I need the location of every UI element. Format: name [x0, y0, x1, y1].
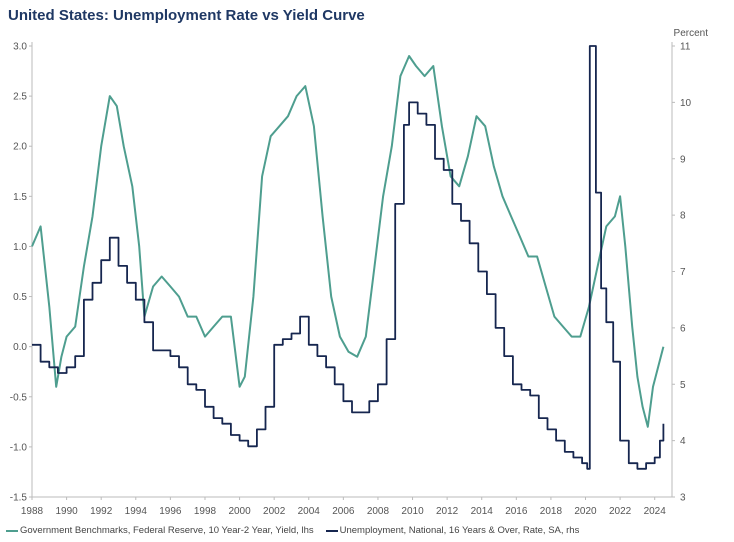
x-tick-label: 2016: [505, 506, 528, 517]
x-tick-label: 2022: [609, 506, 632, 517]
legend: Government Benchmarks, Federal Reserve, …: [6, 525, 579, 536]
right-tick-label: 11: [680, 42, 691, 53]
left-tick-label: 2.0: [13, 142, 27, 153]
x-tick-label: 2008: [367, 506, 390, 517]
right-tick-label: 4: [680, 436, 686, 447]
tick-labels-layer: 3.0 2.5 2.0 1.5 1.0 0.5 0.0 -0.5 -1.0 -1.5 11 10 9 8 7…: [10, 42, 692, 518]
x-tick-label: 2014: [471, 506, 494, 517]
x-tick-label: 2006: [332, 506, 355, 517]
left-tick-label: -0.5: [10, 392, 28, 403]
left-tick-label: 0.5: [13, 292, 27, 303]
legend-swatch-yield-spread: [6, 529, 18, 532]
right-tick-label: 3: [680, 493, 686, 504]
x-tick-label: 2000: [228, 506, 251, 517]
legend-label-unemployment: Unemployment, National, 16 Years & Over,…: [339, 525, 580, 536]
x-tick-label: 1990: [55, 506, 78, 517]
left-tick-label: 0.0: [13, 342, 27, 353]
right-tick-label: 5: [680, 380, 686, 391]
left-tick-label: 1.5: [13, 192, 27, 203]
x-tick-label: 2012: [436, 506, 459, 517]
x-tick-label: 2004: [298, 506, 321, 517]
x-tick-label: 1998: [194, 506, 217, 517]
legend-label-yield-spread: Government Benchmarks, Federal Reserve, …: [20, 525, 314, 536]
left-tick-label: 1.0: [13, 242, 27, 253]
x-tick-label: 2018: [540, 506, 563, 517]
x-tick-label: 1988: [21, 506, 44, 517]
x-tick-label: 1996: [159, 506, 182, 517]
x-tick-label: 1994: [125, 506, 148, 517]
series-line-yield-spread: [31, 55, 665, 428]
left-tick-label: -1.5: [10, 493, 28, 504]
x-tick-label: 1992: [90, 506, 113, 517]
series-layer: [31, 45, 665, 470]
left-tick-label: 3.0: [13, 42, 27, 53]
x-tick-label: 2010: [401, 506, 424, 517]
right-tick-label: 9: [680, 154, 686, 165]
right-tick-label: 8: [680, 211, 686, 222]
x-tick-label: 2020: [574, 506, 597, 517]
left-tick-label: -1.0: [10, 442, 28, 453]
legend-item-yield-spread: Government Benchmarks, Federal Reserve, …: [6, 525, 314, 536]
series-line-unemployment: [32, 45, 665, 470]
x-tick-label: 2024: [644, 506, 667, 517]
legend-swatch-unemployment: [325, 529, 338, 532]
right-tick-label: 10: [680, 98, 692, 109]
right-tick-label: 7: [680, 267, 686, 278]
axes-layer: [31, 42, 673, 498]
chart-title: United States: Unemployment Rate vs Yiel…: [8, 7, 365, 24]
right-axis-unit-label: Percent: [674, 28, 709, 39]
right-tick-label: 6: [680, 323, 686, 334]
legend-item-unemployment: Unemployment, National, 16 Years & Over,…: [325, 525, 580, 536]
x-tick-label: 2002: [263, 506, 286, 517]
left-tick-label: 2.5: [13, 92, 27, 103]
